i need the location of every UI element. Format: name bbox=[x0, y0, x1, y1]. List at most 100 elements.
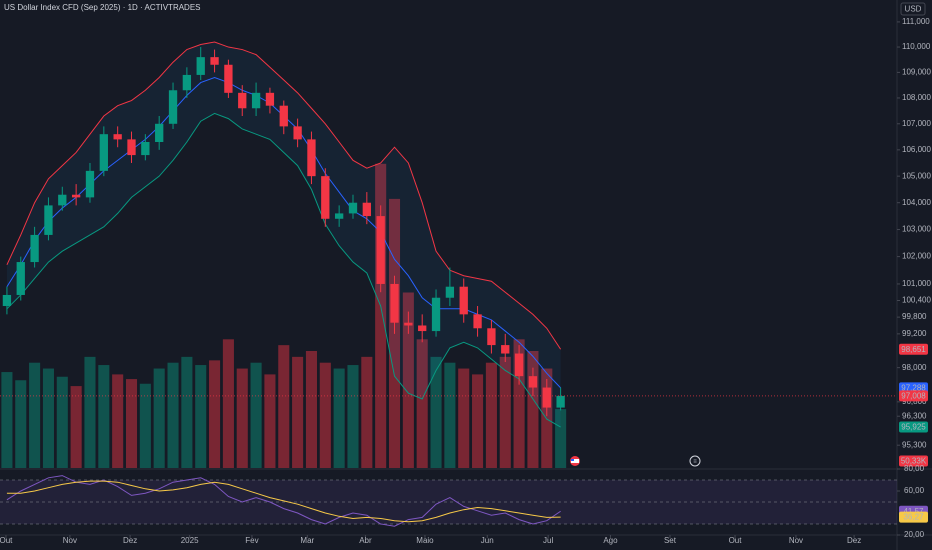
x-tick-label: Nov bbox=[63, 536, 77, 545]
candle-body bbox=[293, 126, 302, 140]
y-tick-label: 108,000 bbox=[902, 93, 931, 102]
candle-body bbox=[279, 105, 288, 127]
rsi-tick-label: 20,00 bbox=[904, 530, 925, 539]
volume-bar bbox=[84, 356, 96, 468]
y-tick-label: 98,000 bbox=[902, 363, 927, 372]
band-badge: 95,925 bbox=[901, 423, 926, 432]
candle-body bbox=[224, 64, 233, 93]
candle-body bbox=[58, 194, 67, 206]
volume-bar bbox=[375, 163, 387, 469]
y-tick-label: 96,800 bbox=[902, 397, 927, 406]
volume-bar bbox=[416, 339, 428, 468]
x-tick-label: Mar bbox=[300, 536, 314, 545]
candle-body bbox=[251, 92, 261, 109]
volume-bar bbox=[250, 362, 262, 468]
volume-bar bbox=[402, 292, 414, 468]
band-badge: 98,651 bbox=[901, 345, 926, 354]
band-line bbox=[6, 41, 562, 350]
volume-bar bbox=[430, 356, 442, 468]
volume-bar bbox=[333, 368, 345, 468]
rsi-tick-label: 80,00 bbox=[904, 464, 925, 473]
candle-body bbox=[113, 134, 122, 140]
band-badge-bg bbox=[899, 421, 928, 433]
rsi-tick-label: 60,00 bbox=[904, 486, 925, 495]
candle-body bbox=[30, 234, 39, 263]
flag-icon[interactable] bbox=[570, 456, 580, 466]
candle-body bbox=[445, 286, 455, 298]
volume-bar bbox=[458, 368, 470, 468]
candle-body bbox=[528, 376, 538, 388]
y-tick-label: 109,000 bbox=[902, 67, 931, 76]
volume-bar bbox=[153, 368, 165, 468]
volume-bar bbox=[209, 360, 221, 468]
volume-bar bbox=[195, 365, 207, 468]
candle-body bbox=[182, 74, 192, 91]
volume-bar bbox=[29, 362, 41, 468]
currency-label: USD bbox=[905, 5, 922, 14]
currency-box[interactable] bbox=[900, 2, 926, 16]
rsi-line bbox=[6, 480, 561, 523]
candle-body bbox=[210, 57, 219, 65]
volume-bar bbox=[42, 368, 54, 468]
svg-text:≡: ≡ bbox=[693, 459, 697, 465]
volume-bar bbox=[347, 365, 359, 468]
candle-body bbox=[321, 176, 330, 219]
candle-body bbox=[196, 57, 205, 75]
last-price-badge-bg bbox=[899, 390, 928, 402]
candle-body bbox=[556, 395, 565, 408]
candle-body bbox=[390, 283, 399, 323]
rsi-badge: 41,57 bbox=[903, 507, 924, 516]
volume-bar bbox=[472, 374, 484, 468]
candle-body bbox=[487, 328, 496, 346]
y-tick-label: 105,000 bbox=[902, 171, 931, 180]
volume-bar bbox=[139, 383, 151, 468]
volume-bar bbox=[527, 351, 539, 468]
volume-bar bbox=[513, 339, 525, 468]
rsi-band bbox=[0, 480, 897, 524]
volume-bar bbox=[361, 356, 373, 468]
rsi-badge: 36,27 bbox=[903, 513, 924, 522]
volume-bar bbox=[485, 362, 497, 468]
y-tick-label: 111,000 bbox=[902, 17, 930, 26]
x-tick-label: Dez bbox=[847, 536, 861, 545]
candle-body bbox=[85, 170, 95, 198]
rsi-pane bbox=[0, 469, 897, 535]
candle-body bbox=[99, 134, 108, 171]
y-tick-label: 106,000 bbox=[902, 145, 931, 154]
candle-body bbox=[2, 294, 12, 307]
volume-bar bbox=[1, 372, 13, 468]
volume-bar bbox=[499, 356, 511, 468]
y-tick-label: 96,300 bbox=[902, 411, 927, 420]
band-badge-bg bbox=[899, 343, 928, 355]
candle-body bbox=[376, 216, 385, 284]
candle-body bbox=[348, 202, 358, 214]
volume-bar bbox=[112, 374, 124, 468]
volume-bar bbox=[98, 365, 110, 468]
rsi-badge-bg bbox=[899, 511, 928, 523]
volume-bar bbox=[555, 409, 567, 468]
event-icon[interactable]: ≡ bbox=[689, 455, 701, 467]
candle-body bbox=[141, 142, 150, 156]
volume-bar bbox=[292, 356, 304, 468]
candle-body bbox=[473, 314, 482, 329]
x-tick-label: Set bbox=[664, 536, 677, 545]
candle-body bbox=[459, 286, 468, 315]
candle-body bbox=[44, 205, 53, 235]
volume-bar bbox=[278, 345, 290, 468]
volume-bar bbox=[222, 339, 234, 468]
y-tick-label: 100,400 bbox=[902, 296, 931, 305]
volume-badge: 50,33K bbox=[901, 457, 927, 466]
y-tick-label: 101,000 bbox=[902, 279, 931, 288]
volume-bar bbox=[264, 374, 276, 468]
volume-bar bbox=[167, 362, 179, 468]
x-tick-label: Dez bbox=[123, 536, 137, 545]
volume-bar bbox=[125, 379, 138, 468]
candle-body bbox=[501, 345, 510, 354]
band-line bbox=[6, 112, 561, 428]
y-tick-label: 102,000 bbox=[902, 252, 931, 261]
candle-body bbox=[431, 297, 441, 332]
candle-body bbox=[404, 322, 413, 326]
